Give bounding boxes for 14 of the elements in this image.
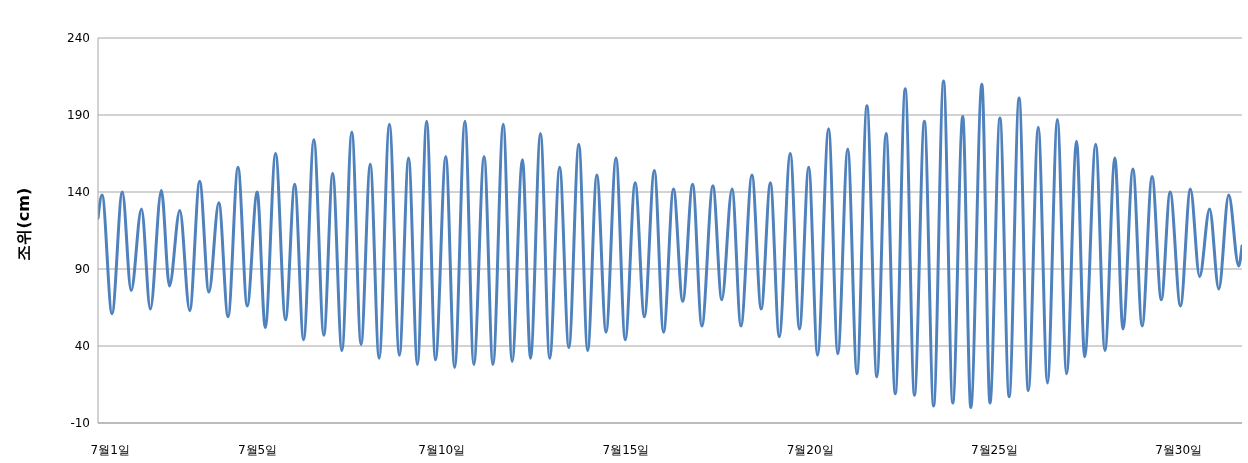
x-tick-label: 7월10일 (418, 442, 466, 457)
y-tick-label: 40 (74, 339, 90, 354)
x-tick-label: 7월15일 (602, 442, 650, 457)
y-tick-label: -10 (70, 416, 90, 431)
y-tick-label: 190 (67, 108, 90, 123)
y-tick-label: 240 (67, 31, 90, 46)
x-tick-label: 7월1일 (90, 442, 130, 457)
y-tick-label: 140 (67, 185, 90, 200)
x-tick-label: 7월20일 (786, 442, 834, 457)
y-tick-label: 90 (74, 262, 90, 277)
x-tick-label: 7월30일 (1155, 442, 1203, 457)
x-tick-label: 7월5일 (237, 442, 278, 457)
x-tick-label: 7월25일 (970, 442, 1018, 457)
y-axis-title: 조위(cm) (13, 187, 33, 261)
